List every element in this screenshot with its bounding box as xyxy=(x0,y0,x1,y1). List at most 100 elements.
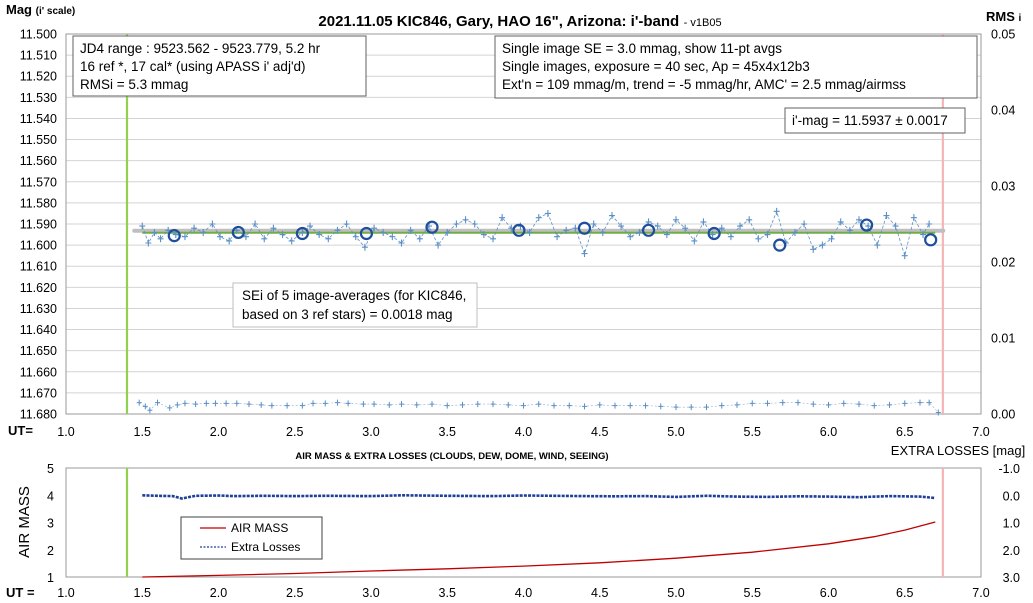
extra-losses-line xyxy=(142,493,936,500)
legend-airmass-label: AIR MASS xyxy=(231,521,288,535)
single-image-point xyxy=(856,216,862,224)
single-image-point xyxy=(926,220,933,228)
info-exposure: Single images, exposure = 40 sec, Ap = 4… xyxy=(502,59,810,74)
rms-point xyxy=(810,401,816,408)
average-point xyxy=(231,225,245,240)
rms-point xyxy=(429,401,435,408)
info-box-sei: SEi of 5 image-averages (for KIC846, bas… xyxy=(232,282,478,328)
rms-point xyxy=(310,400,316,407)
info-box-mag-frame xyxy=(784,107,966,134)
top-y2-tick-label: 0.01 xyxy=(991,332,1015,346)
info-mean-mag: i'-mag = 11.5937 ± 0.0017 xyxy=(792,113,948,128)
bottom-y2-axis-title: EXTRA LOSSES [mag] xyxy=(891,443,1025,458)
top-series-layer xyxy=(132,207,946,416)
rms-point xyxy=(234,400,240,407)
rms-point xyxy=(795,399,801,406)
top-y-tick-label: 11.560 xyxy=(20,154,57,168)
info-sei-line1: SEi of 5 image-averages (for KIC846, xyxy=(242,288,466,303)
rms-point xyxy=(386,401,392,408)
single-image-point xyxy=(325,235,332,243)
rms-point xyxy=(597,401,603,408)
average-point xyxy=(425,220,439,234)
single-image-point xyxy=(139,222,146,230)
rms-point xyxy=(658,403,664,410)
rms-point xyxy=(475,401,481,408)
top-x-tick-label: 7.0 xyxy=(972,425,989,439)
single-image-point xyxy=(801,220,808,228)
single-image-point xyxy=(172,231,179,239)
single-image-point xyxy=(389,233,396,241)
single-image-point xyxy=(682,224,689,232)
top-y2-tick-labels: 0.05 0.04 0.03 0.02 0.01 0.00 xyxy=(991,28,1015,422)
info-sei-line2: based on 3 ref stars) = 0.0018 mag xyxy=(242,307,453,322)
rms-point xyxy=(673,404,679,411)
legend-extra-losses-label: Extra Losses xyxy=(231,540,300,554)
top-y-tick-label: 11.500 xyxy=(20,28,57,42)
single-image-point xyxy=(299,228,306,236)
rms-point xyxy=(142,403,148,410)
rms-point xyxy=(780,399,786,406)
bottom-legend-frame xyxy=(180,516,323,560)
single-image-point xyxy=(316,231,323,239)
rms-point xyxy=(887,401,892,408)
single-image-point xyxy=(209,220,216,228)
average-point xyxy=(860,218,874,232)
top-y2-tick-label: 0.05 xyxy=(991,28,1015,42)
rms-point xyxy=(284,402,290,409)
rms-point xyxy=(182,400,188,407)
top-y-tick-label: 11.570 xyxy=(20,175,57,189)
single-image-point xyxy=(599,228,606,236)
rms-point xyxy=(856,401,862,408)
rms-point xyxy=(299,402,305,409)
info-box-mag: i'-mag = 11.5937 ± 0.0017 xyxy=(784,107,966,134)
info-box-sei-frame xyxy=(232,282,478,328)
bottom-x-tick-labels: 1.0 1.5 2.0 2.5 3.0 3.5 4.0 4.5 5.0 5.5 6.0 6.5 7.0 xyxy=(57,586,989,600)
single-image-point xyxy=(526,228,533,236)
single-image-point xyxy=(663,231,670,239)
top-y-tick-label: 11.520 xyxy=(20,70,57,84)
top-y2-tick-label: 0.02 xyxy=(991,256,1015,270)
single-image-point xyxy=(618,222,625,230)
single-image-point xyxy=(181,233,188,241)
single-image-point xyxy=(590,220,597,228)
top-y-tick-label: 11.640 xyxy=(20,323,57,337)
bottom-x-tick-label: 4.0 xyxy=(515,586,532,600)
rms-point xyxy=(155,399,160,406)
bottom-x-tick-label: 4.5 xyxy=(591,586,608,600)
rms-point xyxy=(174,401,180,408)
single-image-point xyxy=(462,216,469,224)
single-image-point xyxy=(746,216,753,224)
rms-point xyxy=(749,400,755,407)
bottom-y-tick-label: 4 xyxy=(47,489,54,503)
single-image-point xyxy=(270,224,277,232)
info-box-settings-frame xyxy=(494,35,978,99)
single-image-point xyxy=(654,222,661,230)
top-y-tick-label: 11.650 xyxy=(20,344,57,358)
single-image-point xyxy=(691,237,698,245)
top-x-tick-label: 3.5 xyxy=(439,425,456,439)
info-single-se: Single image SE = 3.0 mmag, show 11-pt a… xyxy=(502,41,782,56)
top-y-tick-label: 11.550 xyxy=(20,133,57,147)
single-image-point xyxy=(554,233,561,241)
rms-point xyxy=(643,402,648,409)
rms-point xyxy=(223,400,229,407)
average-point xyxy=(773,238,787,252)
top-y2-tick-label: 0.03 xyxy=(991,180,1015,194)
single-image-point xyxy=(217,233,224,241)
rms-point xyxy=(871,402,877,409)
single-image-point xyxy=(764,231,771,239)
top-y-tick-label: 11.540 xyxy=(20,112,57,126)
rms-point xyxy=(505,401,511,408)
single-image-point xyxy=(261,235,268,243)
bottom-time-markers xyxy=(125,468,944,577)
bottom-y2-tick-label: 0.0 xyxy=(1003,489,1020,503)
rms-point xyxy=(521,402,526,409)
single-image-point xyxy=(581,250,588,258)
bottom-x-tick-label: 6.5 xyxy=(896,586,913,600)
single-image-point xyxy=(361,243,368,251)
info-box-range-frame xyxy=(72,35,367,97)
top-y2-tick-label: 0.00 xyxy=(991,408,1015,422)
top-y-tick-labels: 11.500 11.510 11.520 11.530 11.540 11.550 11.5… xyxy=(20,28,57,422)
rms-point xyxy=(246,401,252,408)
rms-point xyxy=(193,401,199,408)
